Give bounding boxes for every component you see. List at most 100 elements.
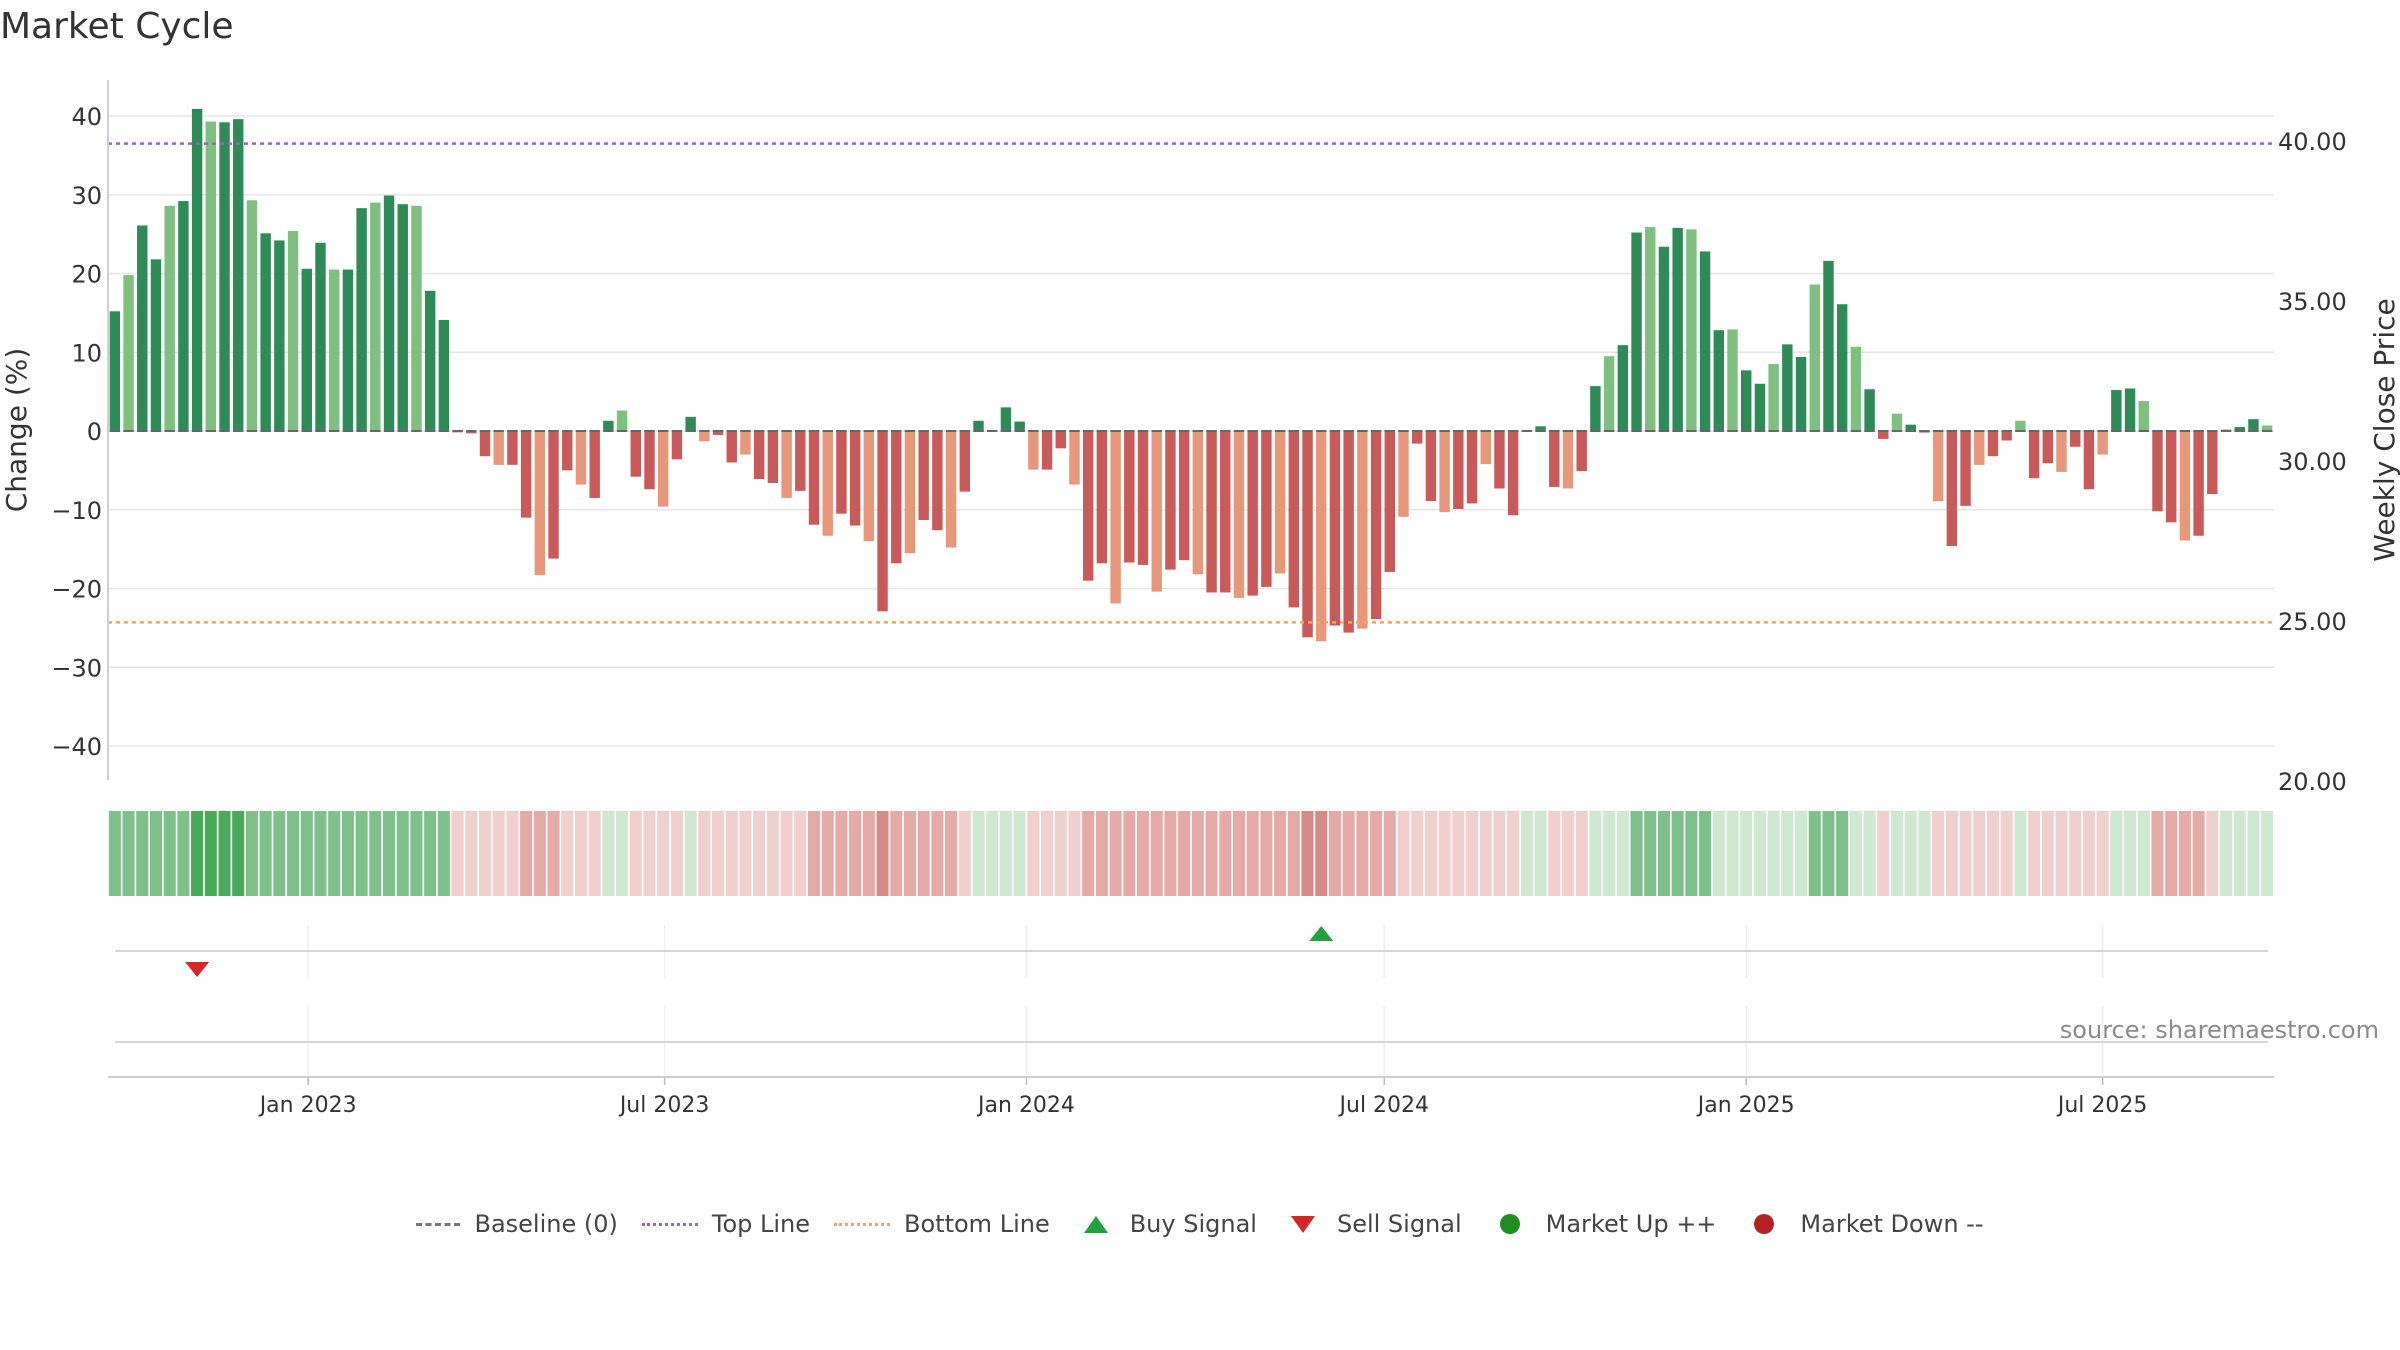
cycle-strip-cell (2041, 811, 2054, 896)
cycle-strip-cell (958, 811, 971, 896)
cycle-strip-cell (1150, 811, 1163, 896)
legend-buy[interactable]: Buy Signal (1074, 1210, 1257, 1238)
bar-series (109, 108, 2273, 642)
legend: Baseline (0) Top Line Bottom Line Buy Si… (0, 1210, 2400, 1238)
cycle-strip-cell (1082, 811, 1095, 896)
bar (1302, 431, 1313, 638)
bar (2111, 390, 2122, 431)
cycle-strip-cell (657, 811, 670, 896)
bar (1274, 431, 1286, 574)
bar (1384, 431, 1395, 572)
reference-lines (108, 142, 2274, 624)
bar (1316, 431, 1327, 642)
legend-sell[interactable]: Sell Signal (1281, 1210, 1462, 1238)
cycle-strip-cell (917, 811, 930, 896)
cycle-strip-cell (1219, 811, 1232, 896)
cycle-strip-cell (1370, 811, 1383, 896)
bar (740, 431, 751, 455)
bar (863, 431, 875, 542)
bar (822, 431, 833, 536)
cycle-strip-cell (1068, 811, 1081, 896)
cycle-strip-cell (698, 811, 711, 896)
bar (808, 431, 820, 525)
bar (1247, 431, 1258, 596)
x-tick-label: Jan 2023 (258, 1093, 357, 1118)
cycle-strip-cell (1411, 811, 1424, 896)
bar (1041, 431, 1053, 470)
cycle-strip-cell (1424, 811, 1437, 896)
bar (548, 431, 559, 559)
legend-market-down[interactable]: Market Down -- (1740, 1210, 1984, 1238)
bar (1192, 431, 1204, 575)
bar (1028, 431, 1039, 470)
buy-triangle-icon (1083, 1215, 1108, 1233)
legend-bottom-line[interactable]: Bottom Line (834, 1210, 1050, 1238)
bar (616, 410, 628, 431)
x-tick-label: Jul 2025 (2056, 1093, 2148, 1118)
bar (1411, 431, 1423, 444)
cycle-strip-cell (643, 811, 656, 896)
bar (2124, 388, 2136, 432)
cycle-strip-cell (1466, 811, 1479, 896)
bar (1549, 431, 1560, 487)
buy-signal-marker (1309, 926, 1334, 941)
cycle-strip-cell (1397, 811, 1410, 896)
cycle-strip-cell (2206, 811, 2219, 896)
bar (2028, 431, 2040, 479)
cycle-strip-cell (1493, 811, 1506, 896)
bar (1754, 383, 1766, 431)
y2-tick-label: 20.00 (2278, 768, 2347, 796)
bar (1014, 421, 1025, 431)
bar (2001, 431, 2012, 441)
bar (109, 311, 121, 431)
y2-tick-label: 35.00 (2278, 288, 2347, 316)
bar (1782, 344, 1793, 432)
legend-baseline[interactable]: Baseline (0) (416, 1210, 618, 1238)
bar (1343, 431, 1354, 633)
market-down-dot-icon (1754, 1214, 1775, 1234)
legend-top-line[interactable]: Top Line (641, 1210, 810, 1238)
cycle-strip-cell (1932, 811, 1945, 896)
cycle-strip-cell (314, 811, 327, 896)
cycle-strip-cell (1644, 811, 1657, 896)
cycle-strip-cell (2124, 811, 2137, 896)
cycle-strip-cell (1945, 811, 1958, 896)
cycle-strip-cell (2082, 811, 2095, 896)
cycle-strip-cell (2137, 811, 2150, 896)
bar (685, 416, 696, 431)
bar (699, 431, 710, 442)
bar (932, 431, 943, 531)
cycle-strip-cell (1904, 811, 1917, 896)
bar (2083, 431, 2095, 490)
cycle-strip-cell (2096, 811, 2109, 896)
cycle-strip-cell (1507, 811, 1520, 896)
cycle-strip-cell (2192, 811, 2205, 896)
bar (1398, 431, 1409, 517)
bar (1370, 431, 1382, 620)
bar (589, 431, 600, 498)
y-tick-label: −40 (51, 733, 102, 761)
bar (1439, 431, 1450, 513)
cycle-strip-cell (1095, 811, 1108, 896)
bar (753, 431, 765, 480)
cycle-strip-cell (1452, 811, 1465, 896)
bar (1357, 431, 1368, 629)
bar (287, 230, 299, 431)
cycle-strip-cell (670, 811, 683, 896)
cycle-strip-cell (1109, 811, 1122, 896)
cycle-strip-cell (1767, 811, 1780, 896)
bar (1425, 431, 1437, 502)
bar (534, 431, 546, 576)
bar (191, 108, 203, 431)
cycle-strip-cell (1232, 811, 1246, 896)
bar (1494, 431, 1505, 489)
bar (1809, 284, 1820, 431)
cycle-strip-cell (1712, 811, 1725, 896)
bar (2248, 419, 2259, 431)
cycle-strip-cell (1890, 811, 1904, 896)
bar (2070, 431, 2081, 447)
cycle-strip-cell (383, 811, 396, 896)
legend-market-up[interactable]: Market Up ++ (1486, 1210, 1716, 1238)
bar (520, 431, 532, 518)
signals-panel: Jan 2023 Jul 2023 Jan 2024 Jul 2024 Jan 2025… (108, 925, 2274, 1118)
